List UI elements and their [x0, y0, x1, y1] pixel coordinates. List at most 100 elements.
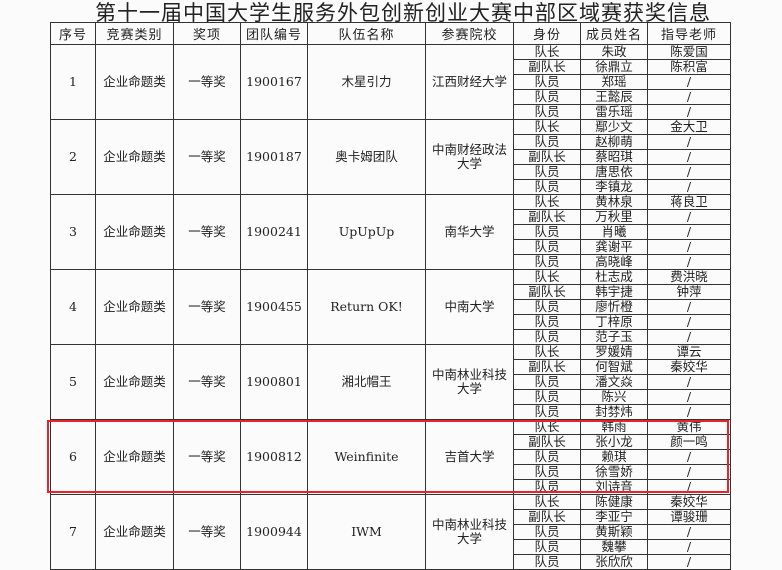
table-row: 队员 郑瑶 / — [51, 74, 731, 90]
member-role: 队员 — [513, 404, 581, 420]
member-name: 黄林泉 — [580, 194, 648, 210]
member-role: 队员 — [513, 389, 581, 405]
team-category: 企业命题类 — [95, 194, 174, 270]
table-row: 3 企业命题类 一等奖 1900241 UpUpUp 南华大学 队长 黄林泉 蒋良卫 — [50, 194, 731, 270]
member-advisor: 钟萍 — [647, 284, 731, 300]
table-row: 队员 龚谢平 / — [51, 239, 731, 255]
table-row: 副队长 韩宇捷 钟萍 — [51, 284, 731, 300]
member-role: 副队长 — [513, 359, 581, 375]
member-advisor: / — [647, 449, 731, 465]
team-category: 企业命题类 — [95, 344, 174, 420]
member-role: 副队长 — [513, 434, 581, 450]
team-name: IWM — [307, 494, 426, 570]
member-name: 赵柳萌 — [580, 134, 648, 150]
table-row: 队员 赵柳萌 / — [51, 134, 731, 150]
team-number: 5 — [50, 344, 96, 420]
member-role: 队员 — [513, 539, 581, 555]
table-row: 队员 陈兴 / — [51, 389, 731, 405]
member-role: 队员 — [513, 329, 581, 345]
member-name: 龚谢平 — [580, 239, 648, 255]
header-col-team-id: 团队编号 — [240, 22, 308, 45]
member-advisor: 黄伟 — [647, 419, 731, 435]
table-row: 队员 黄斯颖 / — [51, 524, 731, 540]
member-name: 潘文焱 — [580, 374, 648, 390]
member-role: 队员 — [513, 134, 581, 150]
team-id: 1900187 — [240, 119, 308, 195]
member-name: 肖曦 — [580, 224, 648, 240]
member-advisor: / — [647, 104, 731, 120]
team-school: 中南大学 — [425, 269, 514, 345]
member-role: 队员 — [513, 479, 581, 495]
member-role: 队长 — [513, 494, 581, 510]
member-name: 鄢少文 — [580, 119, 648, 135]
team-category: 企业命题类 — [95, 419, 174, 495]
member-advisor: / — [647, 254, 731, 270]
member-role: 副队长 — [513, 149, 581, 165]
team-id: 1900455 — [240, 269, 308, 345]
member-role: 队员 — [513, 74, 581, 90]
team-id: 1900241 — [240, 194, 308, 270]
table-row: 1 企业命题类 一等奖 1900167 木星引力 江西财经大学 队长 朱政 陈爱国 — [50, 44, 731, 120]
table-row: 队员 高晓峰 / — [51, 254, 731, 270]
table-row: 4 企业命题类 一等奖 1900455 Return OK! 中南大学 队长 杜志成 费洪晓 — [50, 269, 731, 345]
member-advisor: 秦姣华 — [647, 494, 731, 510]
table-row: 队员 魏攀 / — [51, 539, 731, 555]
table-row: 副队长 徐鼎立 陈积富 — [51, 59, 731, 75]
team-number: 3 — [50, 194, 96, 270]
member-name: 徐鼎立 — [580, 59, 648, 75]
header-col-role: 身份 — [513, 22, 581, 45]
member-name: 蔡昭琪 — [580, 149, 648, 165]
member-role: 队长 — [513, 194, 581, 210]
member-advisor: / — [647, 179, 731, 195]
member-name: 张小龙 — [580, 434, 648, 450]
table-row: 5 企业命题类 一等奖 1900801 湘北帽王 中南林业科技大学 队长 罗媛婧 谭云 — [50, 344, 731, 420]
member-role: 副队长 — [513, 509, 581, 525]
team-id: 1900812 — [240, 419, 308, 495]
table-row: 队员 范子玉 / — [51, 329, 731, 345]
header-col-award: 奖项 — [173, 22, 241, 45]
member-name: 黄斯颖 — [580, 524, 648, 540]
team-school: 南华大学 — [425, 194, 514, 270]
team-school: 中南林业科技大学 — [425, 494, 514, 570]
header-col-member: 成员姓名 — [580, 22, 648, 45]
member-advisor: / — [647, 479, 731, 495]
table-row: 副队长 蔡昭琪 / — [51, 149, 731, 165]
table-row: 队员 丁梓原 / — [51, 314, 731, 330]
member-role: 队员 — [513, 464, 581, 480]
team-category: 企业命题类 — [95, 269, 174, 345]
member-name: 陈兴 — [580, 389, 648, 405]
team-category: 企业命题类 — [95, 44, 174, 120]
member-advisor: 蒋良卫 — [647, 194, 731, 210]
member-advisor: / — [647, 524, 731, 540]
member-advisor: 谭骏珊 — [647, 509, 731, 525]
member-name: 丁梓原 — [580, 314, 648, 330]
table-header-row: 序号 竞赛类别 奖项 团队编号 队伍名称 参赛院校 身份 成员姓名 指导老师 — [50, 22, 731, 45]
table-row: 6 企业命题类 一等奖 1900812 Weinfinite 吉首大学 队长 韩雨 黄伟 — [50, 419, 731, 495]
member-advisor: 谭云 — [647, 344, 731, 360]
member-advisor: 颜一鸣 — [647, 434, 731, 450]
team-award: 一等奖 — [173, 419, 241, 495]
member-name: 张欣欣 — [580, 554, 648, 570]
member-advisor: / — [647, 74, 731, 90]
member-role: 队员 — [513, 104, 581, 120]
team-name: 木星引力 — [307, 44, 426, 120]
team-award: 一等奖 — [173, 269, 241, 345]
member-name: 李镇龙 — [580, 179, 648, 195]
member-role: 队员 — [513, 89, 581, 105]
member-role: 队员 — [513, 374, 581, 390]
team-number: 7 — [50, 494, 96, 570]
member-role: 队员 — [513, 314, 581, 330]
team-name: Return OK! — [307, 269, 426, 345]
member-name: 罗媛婧 — [580, 344, 648, 360]
team-number: 4 — [50, 269, 96, 345]
member-name: 高晓峰 — [580, 254, 648, 270]
member-advisor: / — [647, 464, 731, 480]
member-role: 队长 — [513, 419, 581, 435]
team-school: 吉首大学 — [425, 419, 514, 495]
member-advisor: 秦姣华 — [647, 359, 731, 375]
team-id: 1900944 — [240, 494, 308, 570]
table-row: 副队长 何智斌 秦姣华 — [51, 359, 731, 375]
member-advisor: 陈积富 — [647, 59, 731, 75]
table-row: 队员 徐雪娇 / — [51, 464, 731, 480]
team-id: 1900167 — [240, 44, 308, 120]
